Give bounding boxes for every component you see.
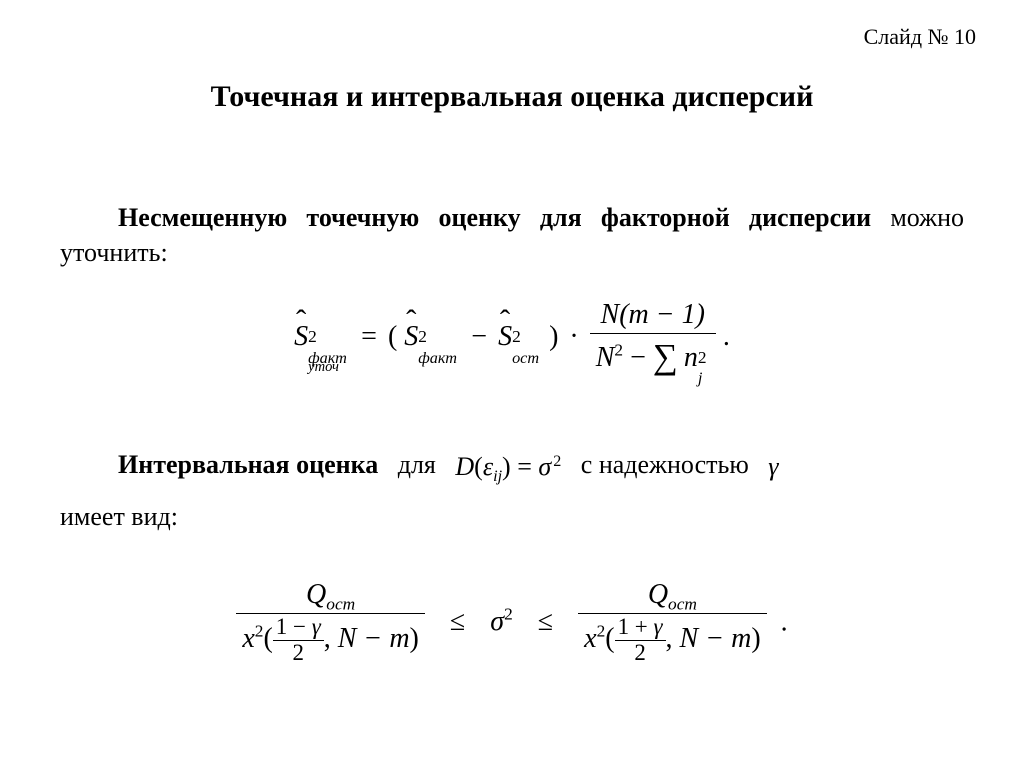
slide: { "meta": { "slide_label": "Слайд № 10",… [0,0,1024,767]
paragraph-interval: Интервальная оценка для D(εij) = σ2 с на… [60,440,964,541]
interval-right-frac: Qост x2( 1 + γ 2 , N − m) [578,580,767,665]
inline-D-eps: D(εij) = σ2 [455,442,561,491]
fraction-correction: N(m − 1) N2 − ∑n 2 j [590,300,716,374]
interval-left-frac: Qост x2( 1 − γ 2 , N − m) [236,580,425,665]
para2-seg1: для [391,450,442,479]
para1-bold: Несмещенную точечную оценку для факторно… [118,203,871,232]
paragraph-intro: Несмещенную точечную оценку для факторно… [60,200,964,270]
slide-number: Слайд № 10 [864,24,976,50]
para2-seg3: имеет вид: [60,502,178,531]
formula-interval: Qост x2( 1 − γ 2 , N − m) ≤ σ2 ≤ Qост x2… [0,580,1024,665]
para2-seg2: с надежностью [574,450,755,479]
s-hat-symbol: S [294,321,308,353]
inline-gamma: γ [768,442,778,491]
para2-bold: Интервальная оценка [118,450,378,479]
page-title: Точечная и интервальная оценка дисперсий [0,80,1024,114]
formula-refined-variance: S 2 факт уточ = ( S 2 факт − S 2 ост ) ·… [0,300,1024,374]
